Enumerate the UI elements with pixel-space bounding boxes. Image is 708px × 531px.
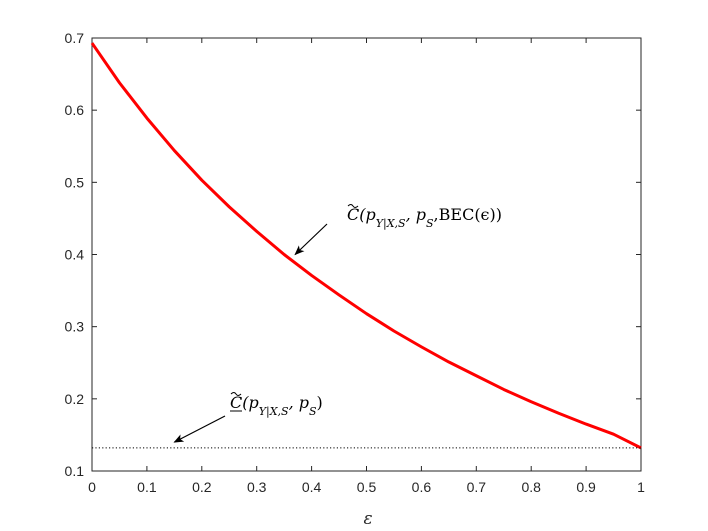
y-tick-label: 0.2: [65, 391, 85, 407]
annotation-text-part: Y|X,S: [259, 405, 289, 419]
annotation-text-part: S: [309, 405, 317, 418]
x-tick-label: 0.7: [467, 479, 487, 495]
annotation-text-part: , p: [406, 205, 426, 224]
x-axis-label: ε: [363, 509, 372, 529]
y-tick-label: 0.1: [65, 463, 85, 479]
annotation-arrow: [173, 415, 226, 443]
annotation-label: C(pY|X,S, pS): [230, 393, 323, 419]
capacity-curve: [90, 42, 642, 450]
x-tick-label: 0.9: [576, 479, 596, 495]
x-axis-ticks: 0 0.1 0.2 0.3 0.4 0.5 0.6 0.7 0.8 0.9 1: [88, 38, 645, 495]
x-tick-label: 0.1: [137, 479, 157, 495]
x-tick-label: 0.3: [247, 479, 267, 495]
annotation-text-part: C: [347, 205, 359, 224]
tilde-mark: [347, 204, 359, 208]
x-tick-label: 1: [637, 479, 645, 495]
y-tick-label: 0.3: [65, 319, 85, 335]
x-tick-label: 0.8: [521, 479, 541, 495]
annotation-text-part: S: [426, 217, 434, 230]
plot-area: [91, 37, 642, 472]
x-tick-label: 0.4: [302, 479, 322, 495]
annotation-text-part: (p: [242, 393, 258, 412]
x-tick-label: 0.2: [192, 479, 212, 495]
x-tick-label: 0: [88, 479, 96, 495]
y-tick-label: 0.7: [65, 30, 85, 46]
annotation-lower-bound: C(pY|X,S, pS): [173, 392, 323, 443]
x-tick-label: 0.6: [412, 479, 432, 495]
annotation-text-part: Y|X,S: [376, 217, 406, 231]
y-axis-ticks: 0.1 0.2 0.3 0.4 0.5 0.6 0.7: [65, 30, 641, 479]
tilde-mark: [230, 392, 242, 396]
annotation-text-part: ): [317, 393, 323, 412]
annotation-arrow: [294, 223, 328, 256]
y-tick-label: 0.6: [65, 102, 85, 118]
y-tick-label: 0.5: [65, 174, 85, 190]
annotation-text-part: C: [230, 393, 242, 412]
annotation-label: C(pY|X,S, pS,BEC(ϵ)): [347, 205, 502, 231]
annotation-capacity: C(pY|X,S, pS,BEC(ϵ)): [294, 204, 502, 256]
series-group: [90, 42, 642, 450]
y-tick-label: 0.4: [65, 247, 85, 263]
x-tick-label: 0.5: [357, 479, 377, 495]
annotation-text-part: , p: [289, 393, 309, 412]
annotation-text-part: (p: [359, 205, 375, 224]
annotation-text-part: ,BEC(ϵ)): [434, 205, 502, 224]
annotations: C(pY|X,S, pS,BEC(ϵ))C(pY|X,S, pS): [173, 204, 502, 443]
